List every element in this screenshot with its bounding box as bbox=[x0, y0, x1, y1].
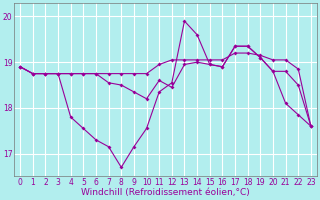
X-axis label: Windchill (Refroidissement éolien,°C): Windchill (Refroidissement éolien,°C) bbox=[81, 188, 250, 197]
